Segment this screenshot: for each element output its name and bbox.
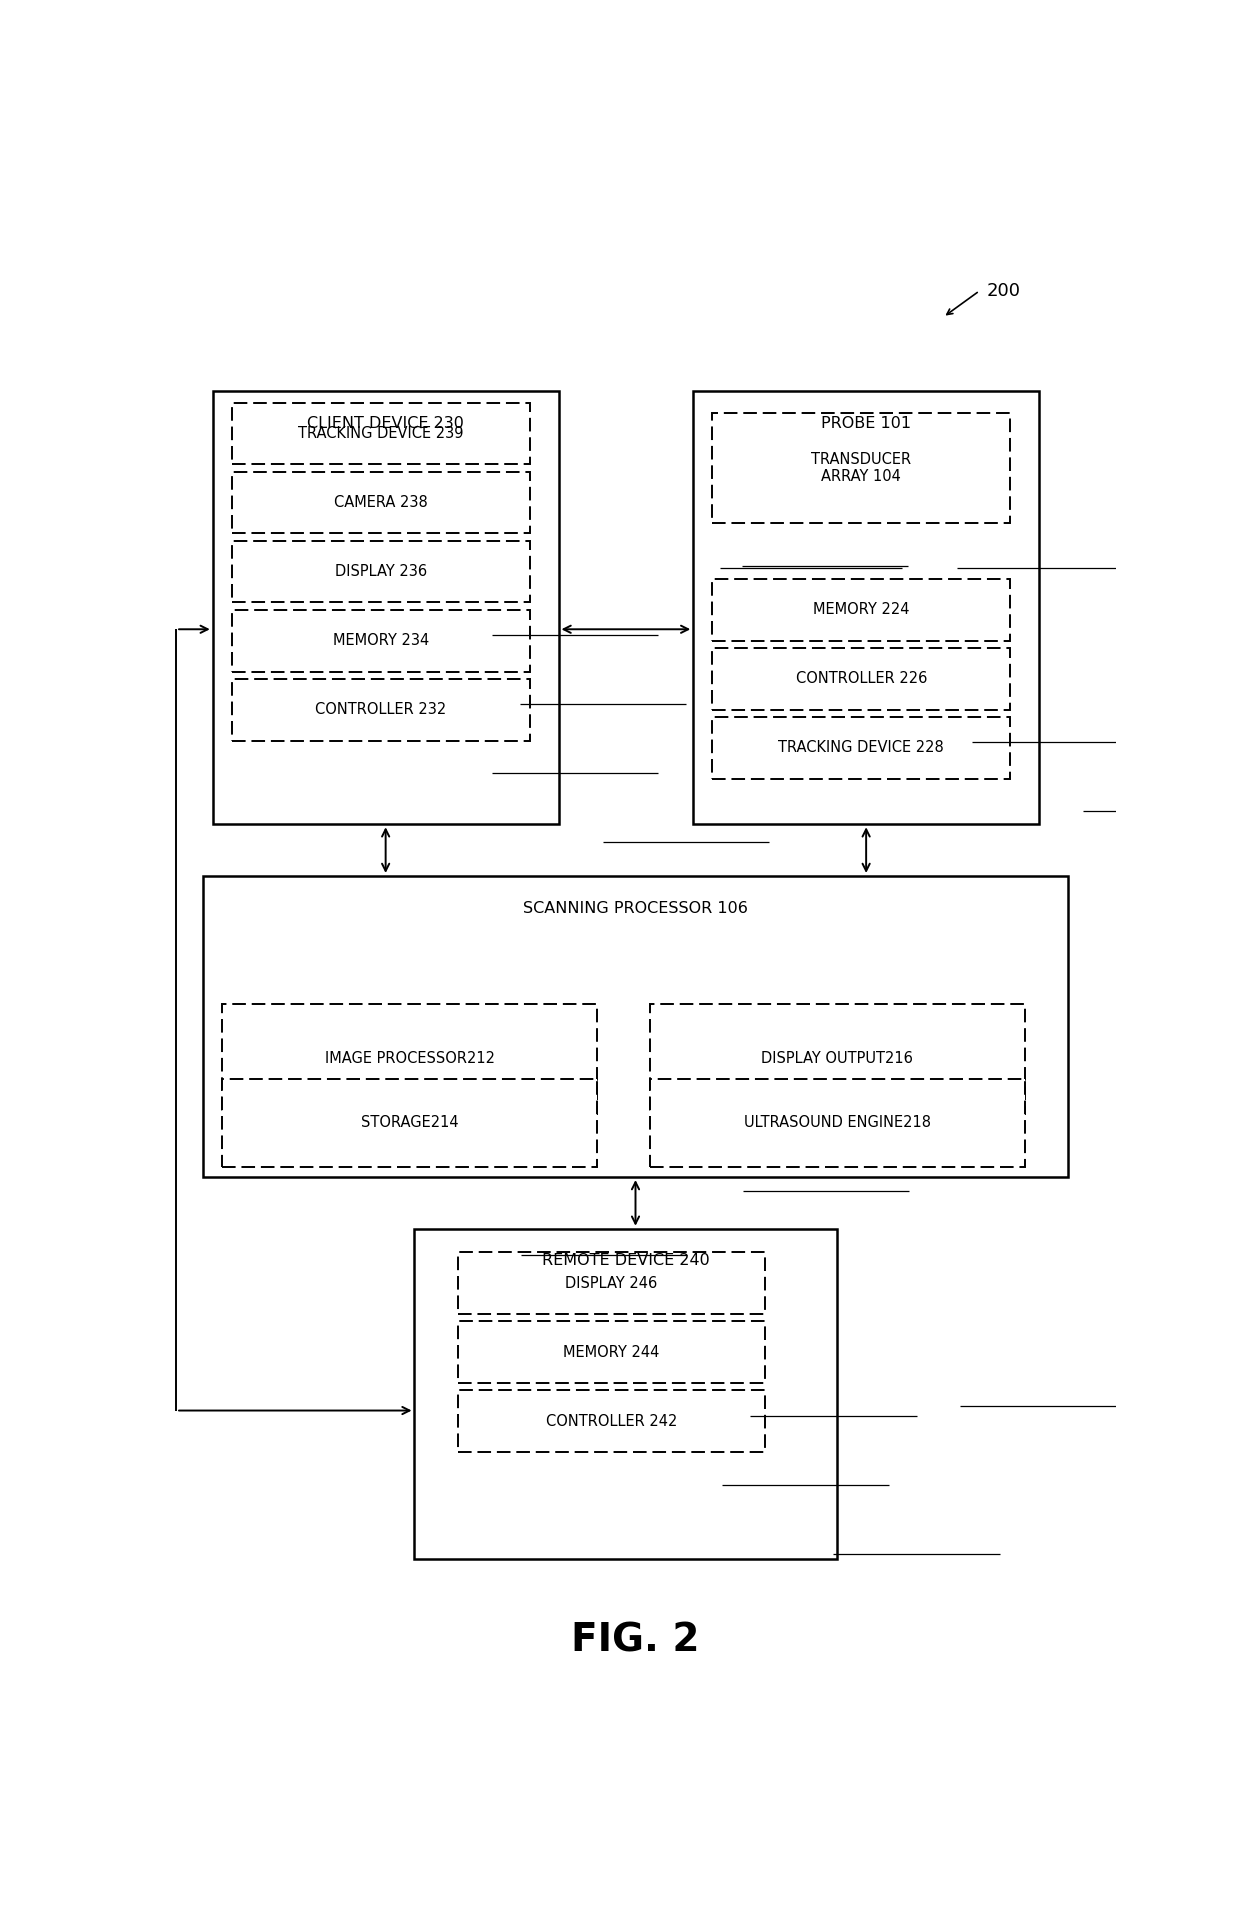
Text: MEMORY 234: MEMORY 234: [332, 634, 429, 649]
Text: CLIENT DEVICE 230: CLIENT DEVICE 230: [308, 416, 464, 431]
Text: IMAGE PROCESSOR212: IMAGE PROCESSOR212: [325, 1052, 495, 1067]
Bar: [222, 1004, 598, 1115]
Text: CONTROLLER 232: CONTROLLER 232: [315, 703, 446, 718]
Bar: [712, 718, 1011, 779]
Bar: [458, 1390, 765, 1453]
Text: CAMERA 238: CAMERA 238: [334, 494, 428, 510]
Text: REMOTE DEVICE 240: REMOTE DEVICE 240: [542, 1254, 709, 1268]
Bar: [232, 609, 529, 672]
Text: TRACKING DEVICE 239: TRACKING DEVICE 239: [298, 426, 464, 441]
Text: DISPLAY 246: DISPLAY 246: [565, 1275, 657, 1290]
Text: TRANSDUCER
ARRAY 104: TRANSDUCER ARRAY 104: [811, 452, 911, 485]
Text: MEMORY 224: MEMORY 224: [813, 603, 910, 617]
Bar: [222, 1079, 598, 1166]
Text: CONTROLLER 242: CONTROLLER 242: [546, 1415, 677, 1428]
Text: SCANNING PROCESSOR 106: SCANNING PROCESSOR 106: [523, 901, 748, 916]
Bar: [232, 540, 529, 603]
Bar: [232, 680, 529, 741]
Bar: [712, 647, 1011, 710]
Bar: [458, 1321, 765, 1382]
Bar: [232, 403, 529, 464]
Bar: [650, 1004, 1024, 1115]
Bar: [414, 1229, 837, 1560]
Bar: [693, 391, 1039, 825]
Bar: [712, 578, 1011, 641]
Bar: [458, 1252, 765, 1313]
Bar: [203, 876, 1068, 1178]
Text: CONTROLLER 226: CONTROLLER 226: [796, 672, 928, 687]
Text: STORAGE214: STORAGE214: [361, 1115, 459, 1130]
Bar: [213, 391, 558, 825]
Text: DISPLAY OUTPUT216: DISPLAY OUTPUT216: [761, 1052, 913, 1067]
Bar: [712, 412, 1011, 523]
Bar: [650, 1079, 1024, 1166]
Text: ULTRASOUND ENGINE218: ULTRASOUND ENGINE218: [744, 1115, 931, 1130]
Text: FIG. 2: FIG. 2: [572, 1621, 699, 1659]
Text: TRACKING DEVICE 228: TRACKING DEVICE 228: [779, 741, 944, 756]
Text: MEMORY 244: MEMORY 244: [563, 1344, 660, 1359]
Bar: [232, 472, 529, 533]
Text: DISPLAY 236: DISPLAY 236: [335, 563, 427, 578]
Text: PROBE 101: PROBE 101: [821, 416, 911, 431]
Text: 200: 200: [986, 283, 1021, 300]
